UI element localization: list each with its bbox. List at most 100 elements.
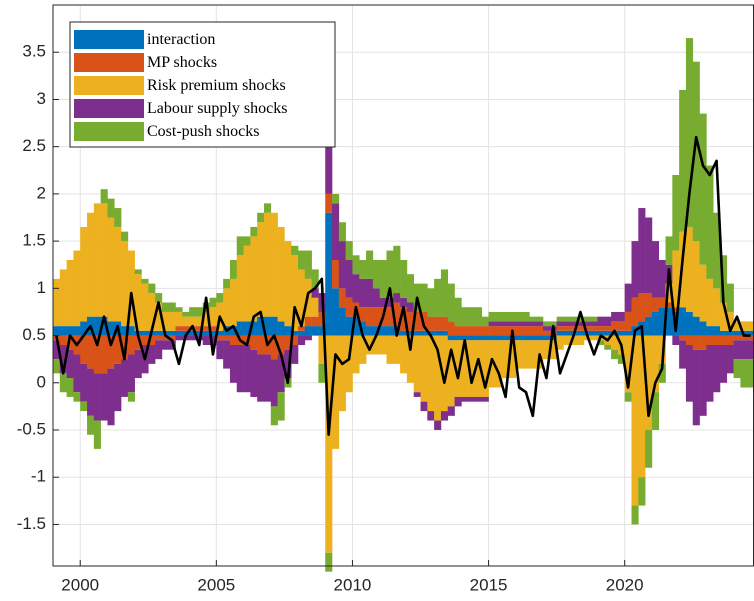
bar-segment <box>277 392 285 421</box>
bar-segment <box>311 269 319 289</box>
bar-segment <box>148 283 156 294</box>
bar-segment <box>665 236 673 265</box>
bar-segment <box>529 340 537 369</box>
bar-segment <box>284 241 292 327</box>
bar-segment <box>121 326 129 336</box>
bar-segment <box>447 340 455 407</box>
total-line <box>55 135 751 437</box>
bar-segment <box>733 340 741 360</box>
bar-segment <box>141 283 149 331</box>
bar-segment <box>692 335 700 350</box>
bar-segment <box>543 330 551 336</box>
bar-segment <box>175 307 183 312</box>
bar-segment <box>263 203 272 213</box>
bar-segment <box>386 335 394 364</box>
bar-segment <box>747 321 754 331</box>
bar-segment <box>53 340 61 360</box>
bar-segment <box>719 302 728 331</box>
bar-segment <box>515 340 523 369</box>
bar-segment <box>73 326 81 336</box>
bar-segment <box>597 340 605 345</box>
bar-segment <box>590 335 598 341</box>
bar-segment <box>141 335 149 345</box>
bar-segment <box>624 283 632 312</box>
bar-segment <box>597 316 605 327</box>
bar-segment <box>263 316 272 336</box>
bar-segment <box>549 321 557 327</box>
legend-label: Labour supply shocks <box>147 100 287 117</box>
y-tick-label: 3.5 <box>22 42 46 61</box>
bar-segment <box>624 392 632 402</box>
bar-segment <box>699 113 707 265</box>
bar-segment <box>651 297 660 312</box>
bar-segment <box>665 283 673 303</box>
bar-segment <box>284 335 292 350</box>
bar-segment <box>386 307 394 327</box>
bar-segment <box>468 326 476 336</box>
bar-segment <box>345 260 353 298</box>
bar-segment <box>372 288 380 308</box>
bar-segment <box>386 297 394 308</box>
bar-segment <box>298 335 306 345</box>
bar-segment <box>182 326 190 331</box>
bar-segment <box>134 269 142 275</box>
bar-segment <box>209 326 217 331</box>
bar-segment <box>59 269 67 327</box>
bar-segment <box>440 316 449 331</box>
bar-segment <box>229 326 238 336</box>
bar-segment <box>379 297 387 308</box>
bar-segment <box>406 302 415 312</box>
bar-segment <box>502 335 510 341</box>
bar-segment <box>726 311 734 331</box>
bar-segment <box>80 321 88 336</box>
y-tick-label: 2.5 <box>22 136 46 155</box>
bar-segment <box>495 311 503 322</box>
bar-segment <box>522 335 530 341</box>
bar-segment <box>270 212 278 317</box>
bar-segment <box>175 330 183 336</box>
bar-segment <box>604 330 612 336</box>
bar-segment <box>338 222 346 242</box>
bar-segment <box>270 335 278 360</box>
bar-segment <box>80 401 88 412</box>
bar-segment <box>325 212 333 336</box>
bar-segment <box>87 415 95 435</box>
bar-segment <box>332 288 340 336</box>
bar-segment <box>617 354 625 364</box>
legend-swatch <box>74 122 144 141</box>
bar-segment <box>155 302 163 331</box>
bar-segment <box>651 311 660 336</box>
bar-segment <box>229 335 238 345</box>
bar-segment <box>318 363 326 383</box>
x-tick-label: 2020 <box>606 575 644 594</box>
bar-segment <box>604 316 612 327</box>
bar-segment <box>672 175 680 251</box>
bar-segment <box>427 288 435 317</box>
bar-segment <box>420 401 428 412</box>
bar-segment <box>345 297 353 317</box>
bar-segment <box>161 311 169 331</box>
bar-segment <box>617 321 625 331</box>
bar-segment <box>121 231 129 242</box>
bar-segment <box>243 236 251 246</box>
bar-segment <box>127 335 135 355</box>
bar-segment <box>338 241 346 289</box>
legend-label: interaction <box>147 31 215 48</box>
bar-segment <box>679 340 687 369</box>
bar-segment <box>141 330 149 336</box>
bar-segment <box>454 396 462 407</box>
bar-segment <box>590 326 598 331</box>
bar-segment <box>488 311 496 322</box>
bar-segment <box>740 335 748 341</box>
bar-segment <box>127 392 135 402</box>
bar-segment <box>352 335 360 374</box>
bar-segment <box>229 278 238 327</box>
bar-segment <box>366 307 374 327</box>
bar-segment <box>59 373 67 393</box>
bar-segment <box>577 321 585 327</box>
bar-segment <box>468 307 476 327</box>
bar-segment <box>250 335 258 350</box>
bar-segment <box>121 359 129 397</box>
bar-segment <box>175 326 183 331</box>
bar-segment <box>366 278 374 308</box>
